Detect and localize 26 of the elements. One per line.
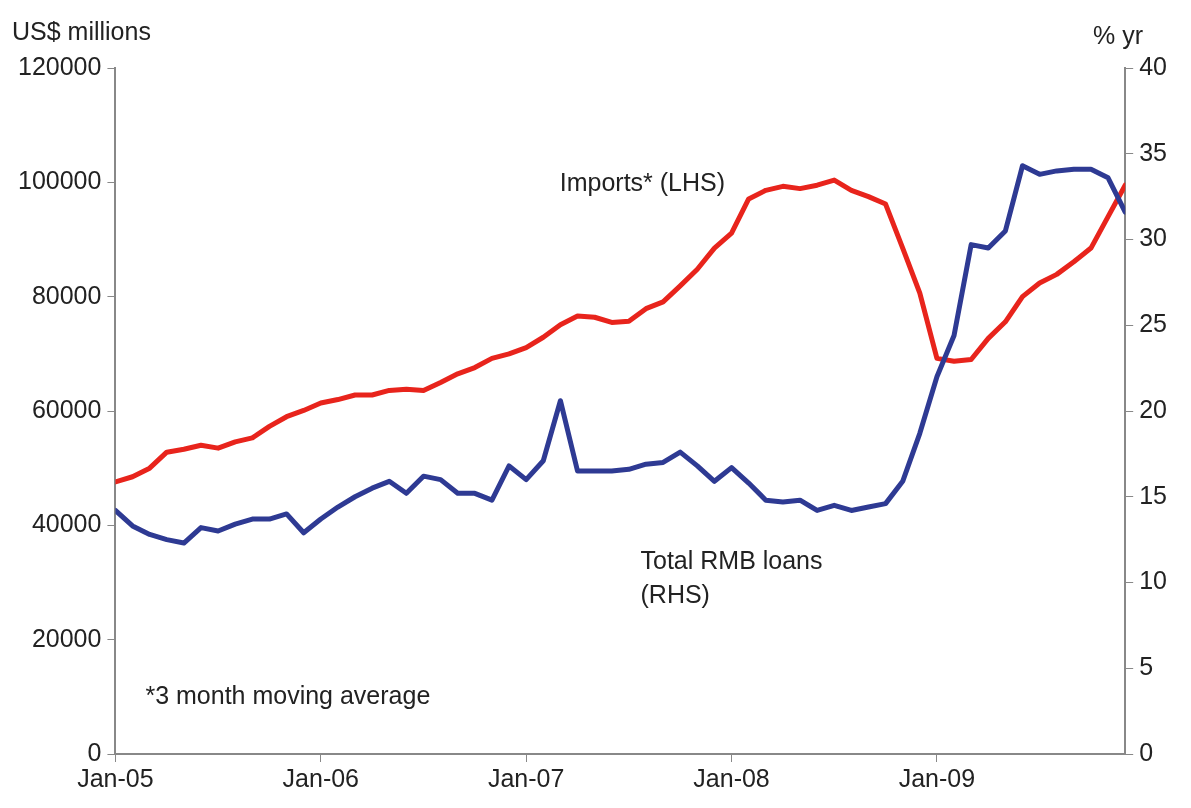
- series-label: Imports* (LHS): [559, 168, 726, 197]
- y2-tick-label: 40: [1139, 51, 1167, 80]
- y2-tick-label: 20: [1139, 394, 1167, 423]
- y2-tick-label: 10: [1139, 566, 1167, 595]
- y2-tick-label: 15: [1139, 480, 1167, 509]
- y-tick-label: 80000: [31, 280, 102, 309]
- y2-tick-label: 25: [1139, 309, 1167, 338]
- y-tick-label: 0: [87, 737, 102, 766]
- y-axis-title: US$ millions: [12, 17, 151, 45]
- annotation: *3 month moving average: [145, 681, 431, 709]
- y-tick-label: 40000: [31, 509, 102, 538]
- x-tick-label: Jan-06: [282, 763, 360, 792]
- x-tick-label: Jan-08: [693, 763, 770, 792]
- y2-tick-label: 0: [1139, 737, 1154, 766]
- y2-tick-label: 5: [1139, 652, 1154, 681]
- y2-axis-title: % yr: [1093, 21, 1143, 49]
- y2-tick-label: 30: [1139, 223, 1167, 252]
- series-label: Total RMB loans (RHS): [640, 545, 823, 608]
- x-tick-label: Jan-09: [898, 763, 976, 792]
- y-tick-label: 120000: [17, 51, 102, 80]
- y-tick-label: 60000: [31, 394, 102, 423]
- y-tick-label: 20000: [31, 623, 102, 652]
- x-tick-label: Jan-05: [77, 763, 154, 792]
- x-tick-label: Jan-07: [487, 763, 565, 792]
- y2-tick-label: 35: [1139, 137, 1167, 166]
- y-tick-label: 100000: [17, 166, 102, 195]
